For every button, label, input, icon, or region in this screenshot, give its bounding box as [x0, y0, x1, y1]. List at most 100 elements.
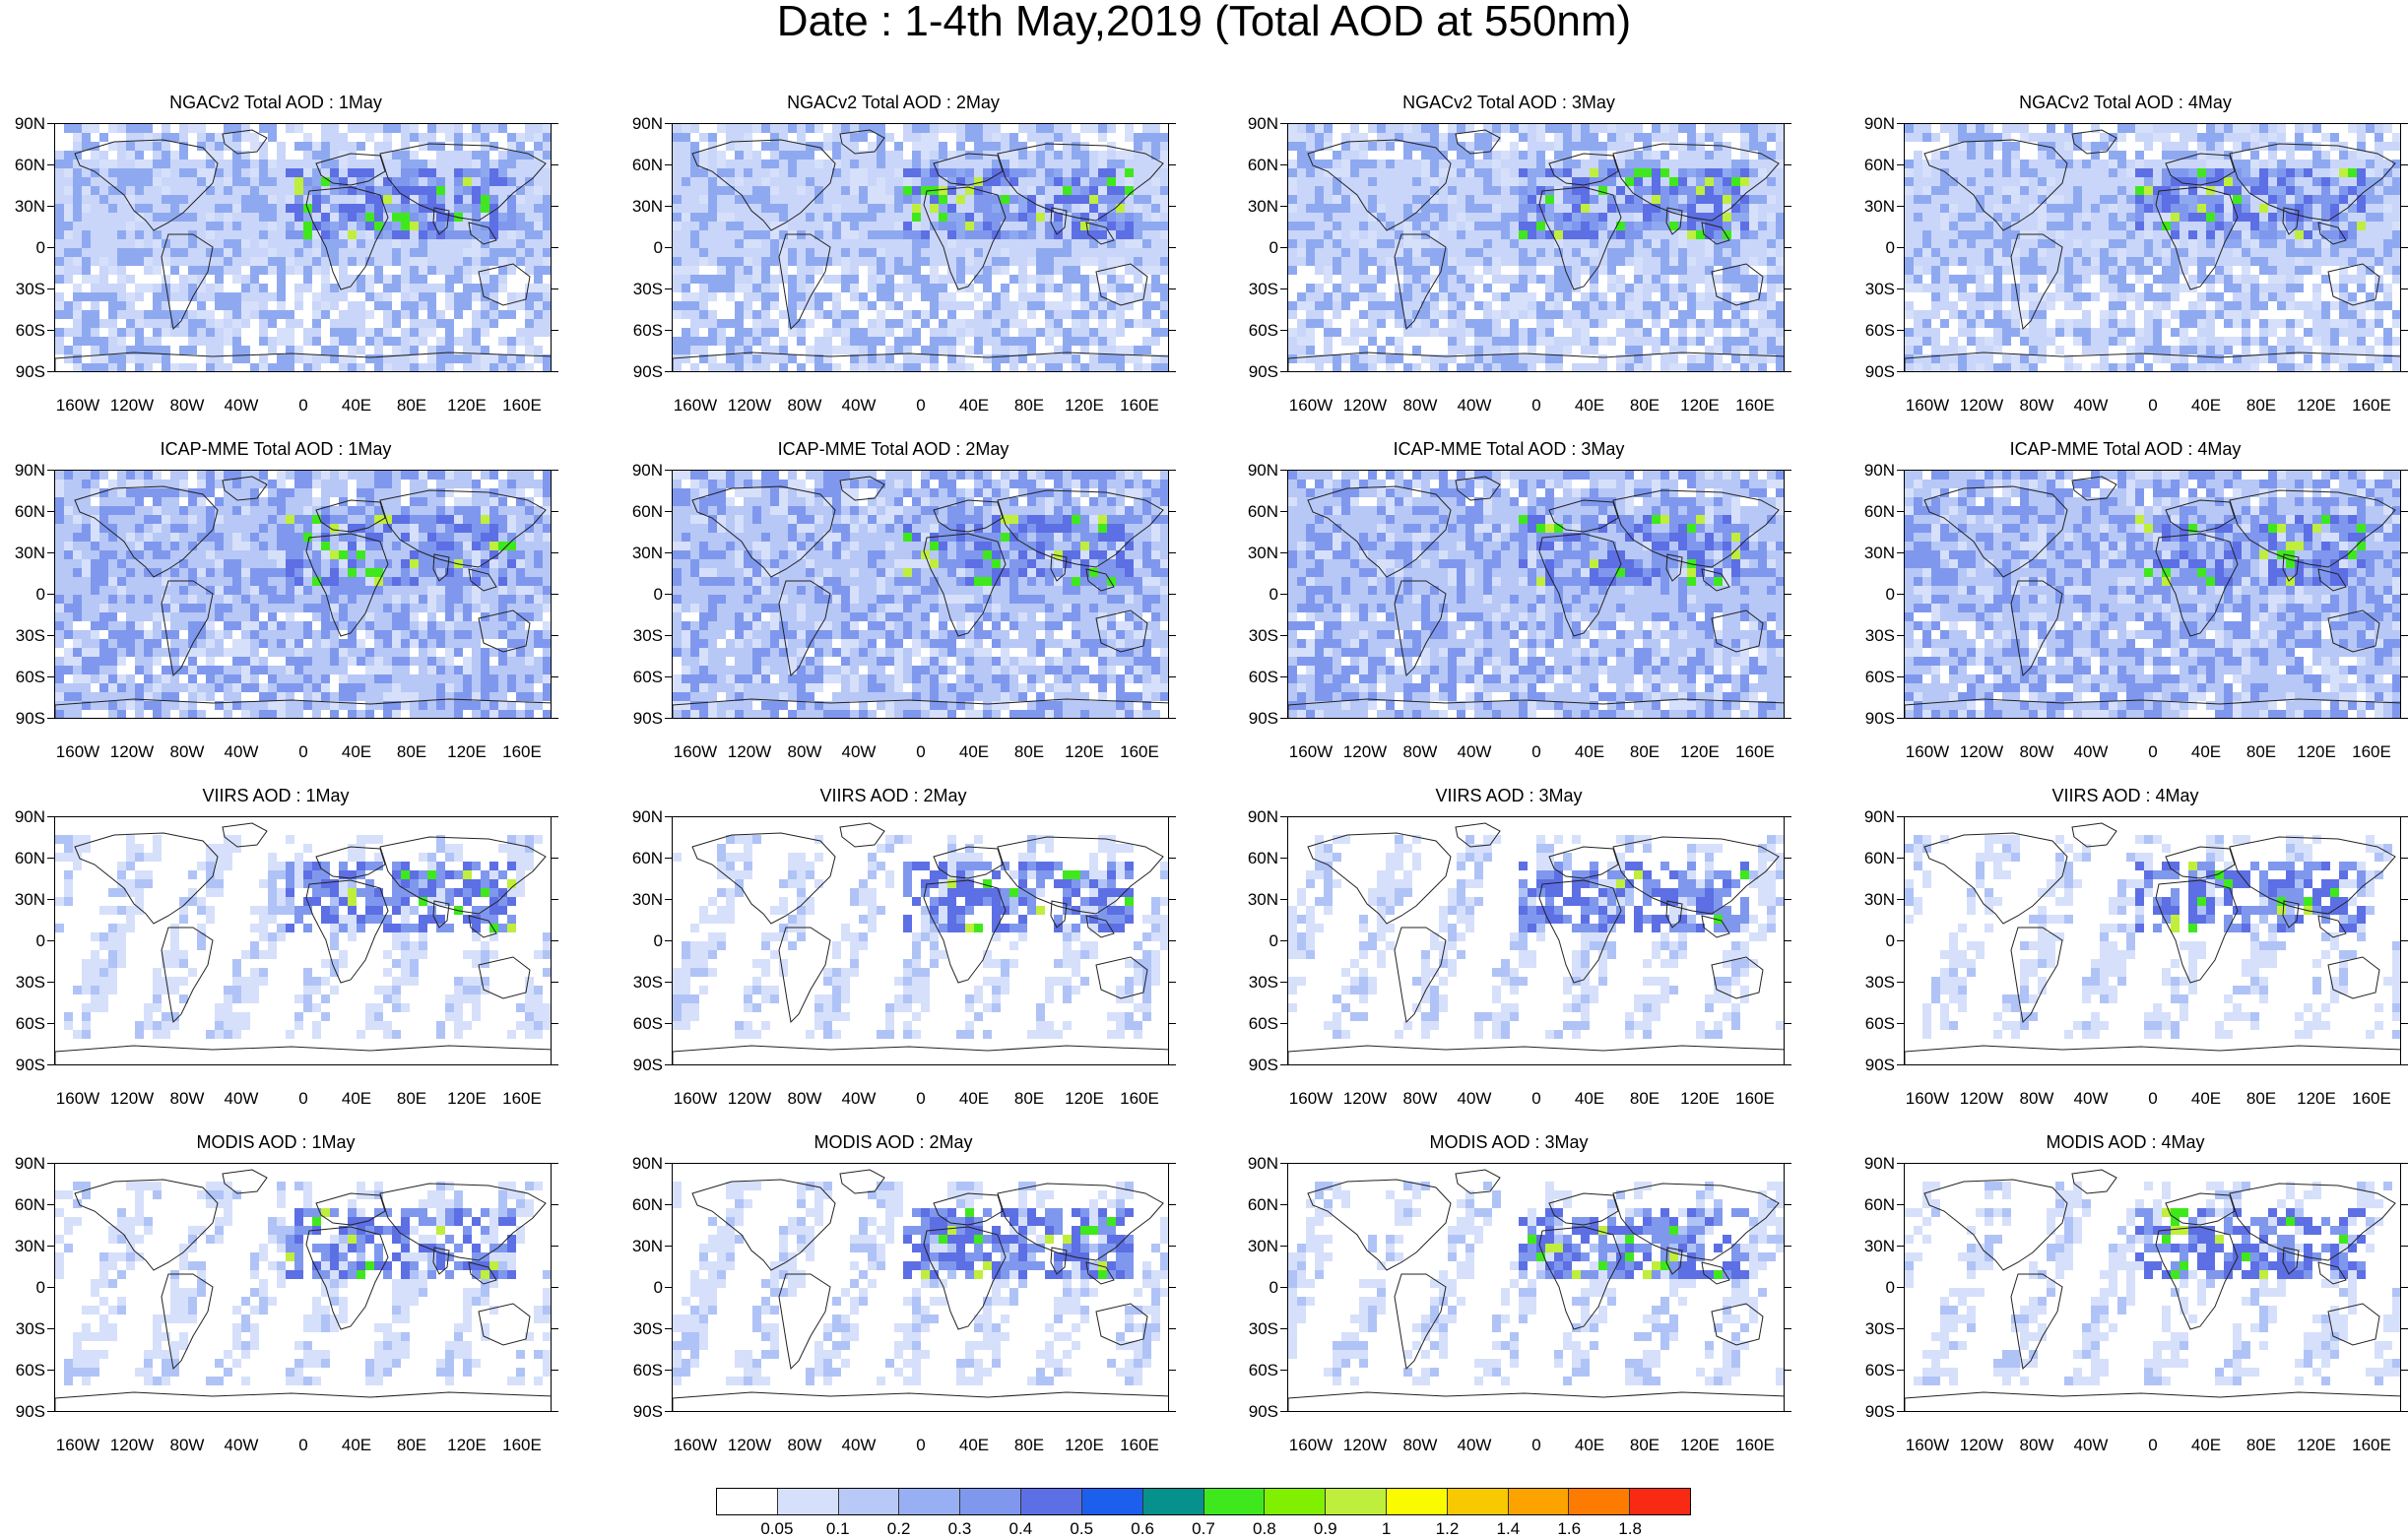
lon-tick-label: 40E [2190, 396, 2222, 415]
aod-field [1288, 1182, 1784, 1385]
lat-tick-mark [2401, 718, 2408, 719]
coastline-greenland [2071, 129, 2117, 155]
coastline-europe [1548, 153, 1619, 186]
lat-tick-mark [1897, 123, 1904, 124]
panel-title: VIIRS AOD : 1May [202, 786, 350, 805]
lat-tick-mark [1169, 371, 1176, 372]
lat-tick-label: 30S [15, 1319, 45, 1338]
lon-tick-label: 160E [2352, 396, 2391, 415]
lat-tick-label: 60S [632, 1361, 663, 1379]
coastline-northAmerica [691, 485, 836, 578]
coastline-asia [1612, 489, 1780, 568]
lat-tick-mark [1897, 858, 1904, 859]
colorbar-swatch [899, 1489, 961, 1514]
lat-tick-mark [665, 982, 672, 983]
lon-tick-label: 120W [1342, 742, 1388, 761]
lat-tick-label: 0 [1885, 931, 1895, 950]
lon-tick-label: 80E [396, 1436, 427, 1454]
lat-tick-mark [1897, 552, 1904, 553]
lat-tick-mark [1897, 718, 1904, 719]
coastline-greenland [839, 822, 885, 848]
panel-title: ICAP-MME Total AOD : 1May [160, 439, 392, 459]
lat-tick-mark [47, 470, 54, 471]
lat-tick-mark [1785, 1163, 1791, 1164]
lon-tick-label: 0 [298, 1089, 308, 1108]
coastline-southAmerica [2010, 1273, 2063, 1371]
map-panel: VIIRS AOD : 3May 90N 60N 30N 0 30S 60S 90S 160W 1… [1233, 693, 1791, 1107]
lat-tick-label: 90S [1248, 1056, 1278, 1074]
lat-tick-mark [552, 552, 558, 553]
coastline-southAmerica [2010, 580, 2063, 677]
lat-tick-label: 0 [1269, 931, 1278, 950]
lat-tick-label: 60N [1863, 1195, 1895, 1214]
lon-tick-label: 40W [841, 1436, 877, 1454]
lat-tick-label: 90N [14, 1154, 45, 1173]
lon-tick-label: 80E [1013, 396, 1045, 415]
colorbar-label: 0.1 [825, 1519, 850, 1538]
lon-tick-label: 160W [1905, 1436, 1950, 1454]
lat-tick-mark [1280, 1328, 1287, 1329]
lat-tick-label: 30S [1248, 280, 1278, 298]
lat-tick-mark [665, 1411, 672, 1412]
lat-tick-label: 60S [1864, 1361, 1895, 1379]
lat-tick-mark [2401, 982, 2408, 983]
lat-tick-mark [1897, 330, 1904, 331]
colorbar-swatch [1021, 1489, 1082, 1514]
coastline-greenland [1455, 1169, 1501, 1194]
lon-tick-label: 40W [2073, 742, 2109, 761]
coastline-seAsia [468, 222, 497, 245]
lat-tick-mark [1785, 164, 1791, 165]
lat-tick-mark [552, 676, 558, 677]
coastlines [1905, 476, 2400, 718]
coastline-northAmerica [74, 485, 219, 578]
aod-map [673, 1164, 1168, 1411]
lon-tick-label: 0 [916, 742, 926, 761]
lon-tick-label: 120W [727, 1436, 772, 1454]
lon-tick-label: 0 [2148, 1089, 2158, 1108]
lon-tick-label: 160E [502, 742, 542, 761]
lat-tick-label: 0 [1269, 1278, 1278, 1297]
lat-tick-mark [1785, 676, 1791, 677]
lat-tick-label: 60N [631, 849, 663, 867]
lat-tick-mark [552, 206, 558, 207]
lat-tick-mark [1785, 1064, 1791, 1065]
coastline-india [1665, 1247, 1683, 1275]
lon-tick-label: 0 [2148, 742, 2158, 761]
coastline-india [432, 207, 450, 235]
lon-tick-label: 40E [2190, 1089, 2222, 1108]
lat-tick-label: 30N [14, 197, 45, 216]
coastline-southAmerica [778, 927, 831, 1024]
panel-title: NGACv2 Total AOD : 3May [1402, 93, 1615, 112]
lat-tick-mark [552, 1328, 558, 1329]
lat-tick-mark [1897, 1370, 1904, 1371]
lat-tick-mark [47, 247, 54, 248]
lon-tick-label: 120W [109, 1089, 155, 1108]
coastline-seAsia [1085, 1261, 1115, 1285]
lat-tick-mark [1169, 552, 1176, 553]
lat-tick-mark [1280, 1163, 1287, 1164]
aod-map [55, 471, 551, 718]
colorbar-label: 0.6 [1131, 1519, 1154, 1538]
aod-field [55, 124, 551, 371]
lat-tick-label: 90N [1863, 807, 1895, 826]
lat-tick-mark [1169, 1370, 1176, 1371]
lat-tick-mark [1280, 718, 1287, 719]
coastline-northAmerica [74, 832, 219, 925]
lat-tick-mark [1897, 1246, 1904, 1247]
coastlines [1288, 1169, 1784, 1411]
colorbar-label: 1.6 [1557, 1519, 1582, 1538]
lat-tick-label: 0 [35, 931, 45, 950]
colorbar-label: 0.05 [760, 1519, 794, 1538]
lat-tick-label: 60N [14, 849, 45, 867]
lat-tick-label: 0 [1885, 238, 1895, 257]
lon-tick-label: 120W [1342, 396, 1388, 415]
lat-tick-mark [1897, 899, 1904, 900]
lat-tick-mark [1169, 940, 1176, 941]
coastline-asia [1612, 836, 1780, 915]
lat-tick-mark [47, 164, 54, 165]
lat-tick-label: 90S [15, 1402, 45, 1421]
lat-tick-mark [1280, 1064, 1287, 1065]
lon-tick-label: 80W [169, 742, 205, 761]
coastlines [673, 822, 1168, 1064]
lat-tick-label: 30N [14, 544, 45, 562]
